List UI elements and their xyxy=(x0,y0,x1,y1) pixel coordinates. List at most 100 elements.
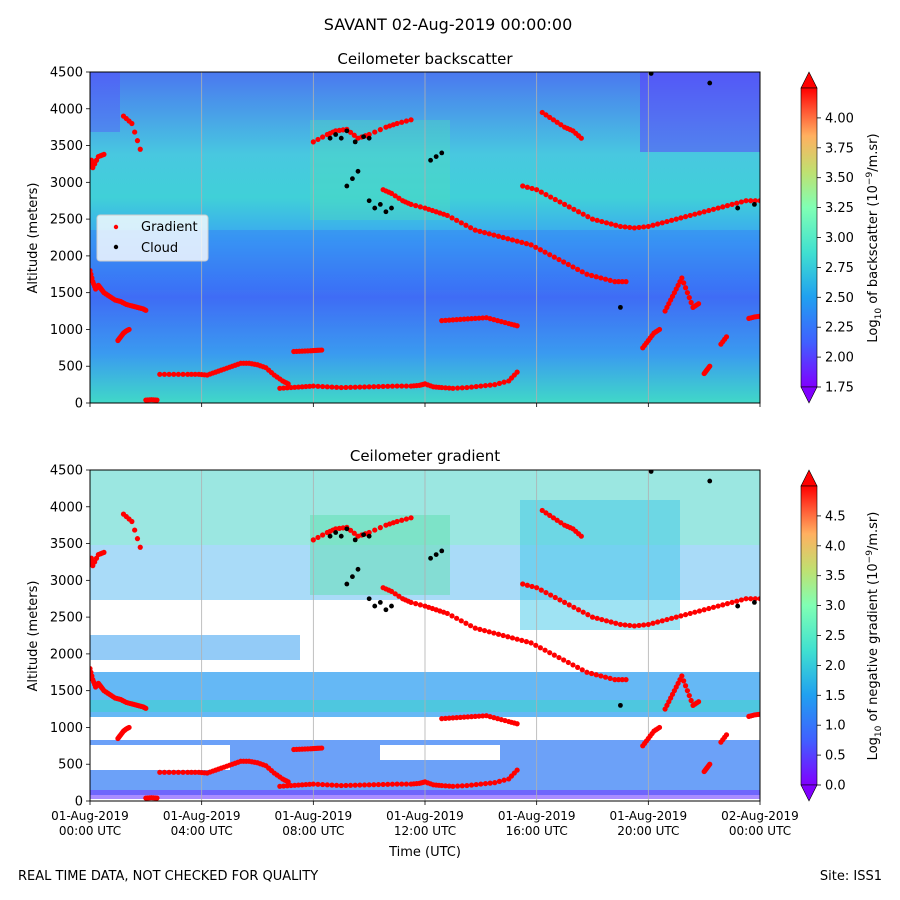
y-tick-label: 2000 xyxy=(50,249,83,264)
gradient-point xyxy=(534,187,540,193)
cloud-point xyxy=(372,205,378,211)
gradient-point xyxy=(578,135,584,141)
gradient-point xyxy=(319,745,325,751)
gradient-point xyxy=(347,527,354,533)
gradient-point xyxy=(134,138,141,144)
gradient-point xyxy=(457,316,463,322)
gradient-point xyxy=(682,612,689,618)
gradient-point xyxy=(571,604,577,610)
gradient-point xyxy=(492,382,498,388)
gradient-point xyxy=(679,673,685,679)
gradient-point xyxy=(465,714,471,720)
gradient-point xyxy=(307,383,313,389)
gradient-point xyxy=(682,285,689,291)
gradient-point xyxy=(542,249,548,255)
gradient-point xyxy=(612,677,618,683)
gradient-point xyxy=(579,667,585,673)
gradient-point xyxy=(320,134,326,140)
gradient-point xyxy=(588,272,595,279)
gradient-point xyxy=(477,626,483,632)
gradient-point xyxy=(575,266,581,272)
gradient-point xyxy=(185,769,191,775)
gradient-point xyxy=(482,780,489,787)
gradient-point xyxy=(403,383,409,389)
cloud-point xyxy=(648,72,654,76)
gradient-point xyxy=(478,781,484,787)
gradient-markers xyxy=(90,470,760,801)
gradient-point xyxy=(715,205,721,211)
cloud-point xyxy=(333,530,339,535)
gradient-point xyxy=(547,252,553,258)
gradient-point xyxy=(514,767,520,773)
gradient-point xyxy=(377,127,383,133)
gradient-point xyxy=(724,601,731,607)
gradient-colorbar-bar xyxy=(800,485,818,786)
gradient-point xyxy=(533,642,539,648)
gradient-point xyxy=(619,279,625,285)
gradient-point xyxy=(310,781,316,787)
gradient-point xyxy=(361,384,368,390)
gradient-point xyxy=(589,614,596,620)
gradient-point xyxy=(514,636,520,642)
gradient-point xyxy=(547,114,553,120)
gradient-point xyxy=(467,225,474,231)
gradient-point xyxy=(570,662,576,668)
gradient-point xyxy=(684,688,691,694)
gradient-point xyxy=(537,645,543,651)
gradient-point xyxy=(134,536,141,542)
gradient-point xyxy=(528,242,534,248)
colorbar-tick-label: 2.50 xyxy=(825,291,854,306)
cloud-point xyxy=(439,548,445,554)
gradient-point xyxy=(501,777,507,783)
gradient-point xyxy=(548,194,554,200)
cloud-point xyxy=(355,168,361,174)
gradient-point xyxy=(656,326,663,333)
gradient-point xyxy=(457,714,463,720)
gradient-point xyxy=(468,316,475,322)
gradient-point xyxy=(514,238,520,244)
gradient-point xyxy=(622,622,628,628)
gradient-point xyxy=(396,593,402,599)
gradient-point xyxy=(501,379,507,385)
gradient-point xyxy=(500,234,506,241)
gradient-point xyxy=(392,591,398,597)
gradient-point xyxy=(444,212,450,219)
gradient-point xyxy=(706,207,712,214)
gradient-point xyxy=(385,781,391,787)
gradient-point xyxy=(599,616,605,623)
gradient-point xyxy=(476,713,482,719)
gradient-point xyxy=(557,199,563,205)
gradient-point xyxy=(324,782,330,788)
gradient-point xyxy=(696,210,703,216)
gradient-point xyxy=(678,215,684,221)
gradient-point xyxy=(729,599,735,606)
colorbar-tick-label: 0.0 xyxy=(825,779,846,794)
cloud-point xyxy=(439,150,445,156)
gradient-point xyxy=(613,222,619,228)
gradient-point xyxy=(496,778,503,784)
gradient-point xyxy=(403,118,409,124)
gradient-point xyxy=(720,204,726,210)
gradient-point xyxy=(589,216,596,222)
gradient-point xyxy=(681,678,687,684)
gradient-point xyxy=(459,783,465,789)
gradient-point xyxy=(551,652,557,658)
gradient-point xyxy=(303,383,309,390)
site-label: Site: ISS1 xyxy=(819,869,882,884)
gradient-point xyxy=(481,229,488,236)
gradient-point xyxy=(343,782,349,789)
gradient-point xyxy=(558,520,564,526)
gradient-point xyxy=(352,384,358,390)
gradient-point xyxy=(439,716,445,722)
gradient-point xyxy=(450,783,456,789)
gradient-point xyxy=(357,782,363,788)
gradient-point xyxy=(343,384,349,391)
gradient-point xyxy=(472,227,478,233)
gradient-point xyxy=(509,635,516,641)
gradient-point xyxy=(534,585,540,591)
gradient-point xyxy=(473,781,479,788)
x-tick-time: 12:00 UTC xyxy=(394,824,456,838)
gradient-point xyxy=(520,581,526,587)
cloud-point xyxy=(333,132,339,137)
gradient-point xyxy=(180,769,186,775)
